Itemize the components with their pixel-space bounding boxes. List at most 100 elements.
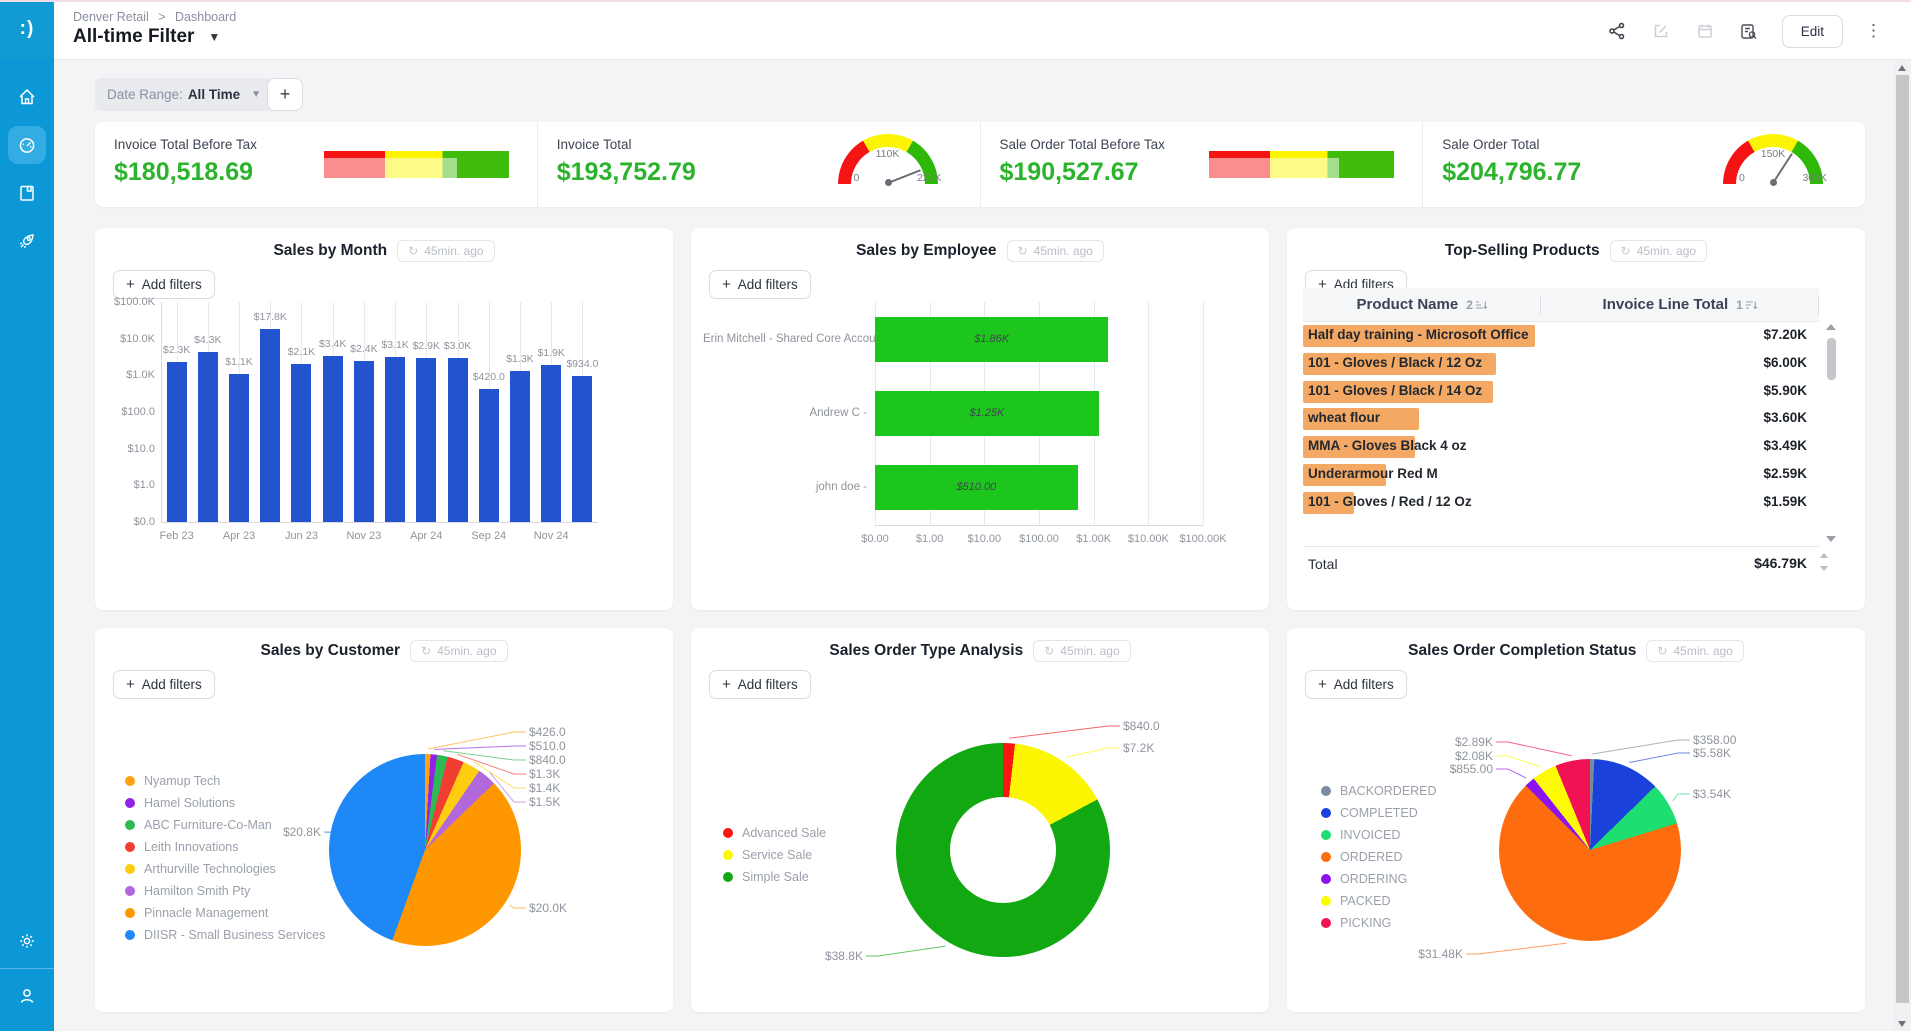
legend-item[interactable]: Advanced Sale — [723, 826, 826, 840]
legend-item[interactable]: Nyamup Tech — [125, 774, 220, 788]
sidebar-item-dashboards[interactable] — [8, 126, 46, 164]
value-highlight-bar — [1303, 352, 1497, 375]
card-sales-by-customer: Sales by Customer ↻ 45min. ago + Add filte… — [95, 628, 673, 1012]
legend-item[interactable]: Leith Innovations — [125, 840, 239, 854]
bar[interactable] — [875, 316, 1109, 362]
pie-slice-label: $855.00 — [1449, 762, 1493, 776]
table-row[interactable]: 101 - Gloves / Black / 12 Oz $6.00K — [1303, 350, 1819, 378]
compose-icon[interactable] — [1650, 20, 1672, 42]
scroll-up-arrow[interactable] — [1826, 324, 1836, 330]
bar[interactable] — [572, 376, 593, 522]
total-scroll-up-arrow[interactable] — [1820, 553, 1828, 558]
pie[interactable] — [896, 743, 1110, 957]
add-filters-button[interactable]: + Add filters — [709, 270, 811, 299]
bar[interactable] — [541, 365, 562, 522]
column-header-invoice-line-total[interactable]: Invoice Line Total 1 — [1541, 296, 1818, 313]
table-row[interactable]: Underarmour Red M $2.59K — [1303, 461, 1819, 489]
refresh-badge[interactable]: ↻ 45min. ago — [410, 640, 508, 662]
legend-item[interactable]: Simple Sale — [723, 870, 809, 884]
bar[interactable] — [166, 362, 187, 522]
legend-item[interactable]: INVOICED — [1321, 828, 1400, 842]
add-filters-button[interactable]: + Add filters — [709, 670, 811, 699]
bar[interactable] — [260, 329, 281, 522]
legend-dot — [1321, 852, 1331, 862]
axis-tick-label: $1.00K — [1076, 533, 1112, 545]
legend-label: ORDERED — [1340, 850, 1403, 864]
legend-item[interactable]: Hamilton Smith Pty — [125, 884, 250, 898]
scroll-up-arrow[interactable] — [1898, 65, 1906, 71]
legend-item[interactable]: BACKORDERED — [1321, 784, 1437, 798]
legend-item[interactable]: Hamel Solutions — [125, 796, 235, 810]
sidebar-item-launch[interactable] — [8, 222, 46, 260]
page-scrollbar[interactable] — [1894, 60, 1911, 1031]
breadcrumb-item-page[interactable]: Dashboard — [175, 10, 237, 24]
legend-item[interactable]: ORDERED — [1321, 850, 1403, 864]
bar[interactable] — [197, 352, 218, 522]
pie[interactable] — [329, 754, 521, 946]
legend-label: Service Sale — [742, 848, 813, 862]
bar[interactable] — [353, 361, 374, 522]
legend-item[interactable]: ABC Furniture-Co-Man — [125, 818, 272, 832]
report-search-icon[interactable] — [1738, 20, 1760, 42]
bar[interactable] — [416, 358, 437, 522]
breadcrumb-item-workspace[interactable]: Denver Retail — [73, 10, 149, 24]
card-title: Sales by Employee — [856, 242, 997, 259]
date-range-filter[interactable]: Date Range: All Time ▼ — [95, 78, 273, 111]
sidebar-item-account[interactable] — [8, 977, 46, 1015]
legend-item[interactable]: PACKED — [1321, 894, 1390, 908]
bar[interactable] — [229, 373, 250, 522]
pie[interactable] — [1499, 759, 1681, 941]
total-scroll-down-arrow[interactable] — [1820, 566, 1828, 571]
sidebar-item-home[interactable] — [8, 78, 46, 116]
add-filter-tab-button[interactable]: + — [267, 78, 303, 111]
legend-item[interactable]: ORDERING — [1321, 872, 1407, 886]
product-name-cell: wheat flour — [1308, 410, 1381, 426]
bar[interactable] — [322, 355, 343, 522]
scroll-down-arrow[interactable] — [1898, 1021, 1906, 1027]
add-filters-button[interactable]: + Add filters — [113, 270, 215, 299]
legend-item[interactable]: PICKING — [1321, 916, 1391, 930]
calendar-icon[interactable] — [1694, 20, 1716, 42]
bar[interactable] — [291, 363, 312, 522]
legend-item[interactable]: DIISR - Small Business Services — [125, 928, 325, 942]
refresh-badge[interactable]: ↻ 45min. ago — [1609, 240, 1708, 262]
legend-item[interactable]: Pinnacle Management — [125, 906, 268, 920]
legend-item[interactable]: COMPLETED — [1321, 806, 1418, 820]
plus-icon: + — [722, 676, 731, 693]
sidebar-item-settings[interactable] — [8, 922, 46, 960]
value-highlight-bar — [1303, 408, 1419, 431]
refresh-badge[interactable]: ↻ 45min. ago — [397, 240, 495, 262]
table-row[interactable]: wheat flour $3.60K — [1303, 405, 1819, 433]
add-filters-button[interactable]: + Add filters — [113, 670, 215, 699]
refresh-badge[interactable]: ↻ 45min. ago — [1006, 240, 1104, 262]
scroll-down-arrow[interactable] — [1826, 536, 1836, 542]
legend-dot — [125, 820, 135, 830]
bar[interactable] — [509, 371, 530, 522]
sidebar-item-reports[interactable] — [8, 174, 46, 212]
table-row[interactable]: 101 - Gloves / Red / 12 Oz $1.59K — [1303, 489, 1819, 517]
table-row[interactable]: MMA - Gloves Black 4 oz $3.49K — [1303, 433, 1819, 461]
table-scrollbar[interactable] — [1825, 324, 1837, 542]
legend-item[interactable]: Arthurville Technologies — [125, 862, 276, 876]
table-row[interactable]: 101 - Gloves / Black / 14 Oz $5.90K — [1303, 378, 1819, 406]
refresh-badge[interactable]: ↻ 45min. ago — [1033, 640, 1131, 662]
sort-indicator[interactable]: 1 — [1736, 298, 1757, 312]
refresh-badge[interactable]: ↻ 45min. ago — [1646, 640, 1744, 662]
edit-button[interactable]: Edit — [1781, 14, 1843, 48]
column-header-product-name[interactable]: Product Name 2 — [1303, 296, 1540, 313]
scrollbar-thumb[interactable] — [1896, 75, 1909, 1003]
add-filters-button[interactable]: + Add filters — [1305, 670, 1407, 699]
share-icon[interactable] — [1606, 20, 1628, 42]
bar[interactable] — [875, 391, 1099, 436]
kebab-menu-icon[interactable]: ⋮ — [1865, 21, 1882, 40]
scrollbar-thumb[interactable] — [1826, 338, 1836, 380]
sort-indicator[interactable]: 2 — [1466, 298, 1487, 312]
table-row[interactable]: Half day training - Microsoft Office $7.2… — [1303, 322, 1819, 350]
dashboard-title-dropdown[interactable]: All-time Filter ▼ — [73, 26, 220, 48]
legend-dot — [125, 842, 135, 852]
bar[interactable] — [478, 389, 499, 522]
bar[interactable] — [385, 357, 406, 522]
legend-item[interactable]: Service Sale — [723, 848, 812, 862]
bar[interactable] — [447, 357, 468, 522]
bar[interactable] — [875, 465, 1078, 511]
